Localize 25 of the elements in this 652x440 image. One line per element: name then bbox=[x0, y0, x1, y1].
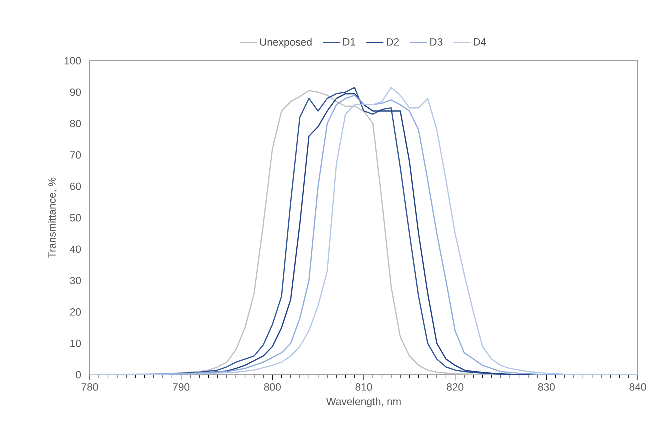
x-tick-label: 780 bbox=[82, 384, 98, 391]
x-tick-label: 810 bbox=[356, 384, 372, 391]
y-tick-label: 60 bbox=[70, 182, 82, 190]
y-tick-label: 0 bbox=[76, 371, 82, 379]
legend-label: Unexposed bbox=[260, 38, 312, 48]
x-tick-label: 820 bbox=[447, 384, 464, 391]
y-tick-label: 30 bbox=[70, 277, 82, 285]
x-tick-label: 840 bbox=[630, 384, 646, 391]
legend-label: D1 bbox=[344, 38, 356, 46]
y-tick-label: 70 bbox=[70, 152, 82, 159]
y-tick-label: 50 bbox=[70, 214, 82, 222]
legend-label: D3 bbox=[430, 38, 443, 46]
x-tick-label: 830 bbox=[538, 384, 555, 391]
y-tick-label: 90 bbox=[70, 88, 82, 96]
legend-label: D2 bbox=[387, 38, 400, 46]
y-tick-label: 80 bbox=[70, 120, 82, 128]
y-tick-label: 10 bbox=[70, 340, 82, 348]
x-tick-label: 800 bbox=[264, 384, 281, 391]
y-tick-label: 40 bbox=[70, 246, 82, 254]
y-axis-title: Transmittance, % bbox=[48, 178, 58, 258]
x-tick-label: 790 bbox=[173, 384, 190, 391]
y-tick-label: 100 bbox=[64, 57, 82, 65]
legend-label: D4 bbox=[474, 38, 486, 46]
y-tick-label: 20 bbox=[70, 308, 82, 316]
x-axis-title: Wavelength, nm bbox=[326, 398, 401, 408]
